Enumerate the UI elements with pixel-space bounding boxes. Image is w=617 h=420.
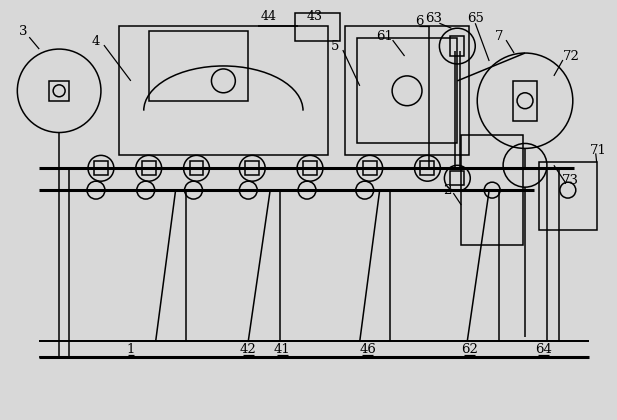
Text: 65: 65 — [467, 12, 484, 25]
Bar — [345, 26, 470, 155]
Bar — [149, 31, 248, 101]
Bar — [421, 161, 434, 175]
Bar — [357, 38, 457, 144]
Bar — [462, 136, 523, 245]
Text: 4: 4 — [92, 34, 100, 47]
Text: 72: 72 — [562, 50, 579, 63]
Text: 62: 62 — [461, 343, 478, 356]
Text: 43: 43 — [307, 10, 323, 23]
Text: 41: 41 — [274, 343, 291, 356]
Bar — [303, 161, 317, 175]
Bar — [246, 161, 259, 175]
Bar — [142, 161, 155, 175]
Text: 63: 63 — [425, 12, 442, 25]
Bar — [94, 161, 108, 175]
Text: 46: 46 — [359, 343, 376, 356]
Bar — [49, 81, 69, 101]
Bar — [295, 13, 340, 41]
Text: 44: 44 — [260, 10, 276, 23]
Text: 3: 3 — [19, 25, 28, 38]
Bar — [539, 162, 597, 230]
Text: 2: 2 — [443, 184, 452, 197]
Text: 1: 1 — [126, 343, 135, 356]
Text: 64: 64 — [536, 343, 552, 356]
Bar — [363, 161, 377, 175]
Text: 42: 42 — [240, 343, 257, 356]
Text: 73: 73 — [562, 174, 579, 187]
Text: 7: 7 — [495, 30, 503, 43]
Bar — [450, 171, 465, 185]
Text: 71: 71 — [590, 144, 607, 157]
Text: 5: 5 — [331, 39, 339, 52]
Bar — [513, 81, 537, 121]
Text: 6: 6 — [415, 15, 424, 28]
Bar — [119, 26, 328, 155]
Bar — [189, 161, 204, 175]
Text: 61: 61 — [376, 30, 393, 43]
Bar — [450, 36, 465, 56]
